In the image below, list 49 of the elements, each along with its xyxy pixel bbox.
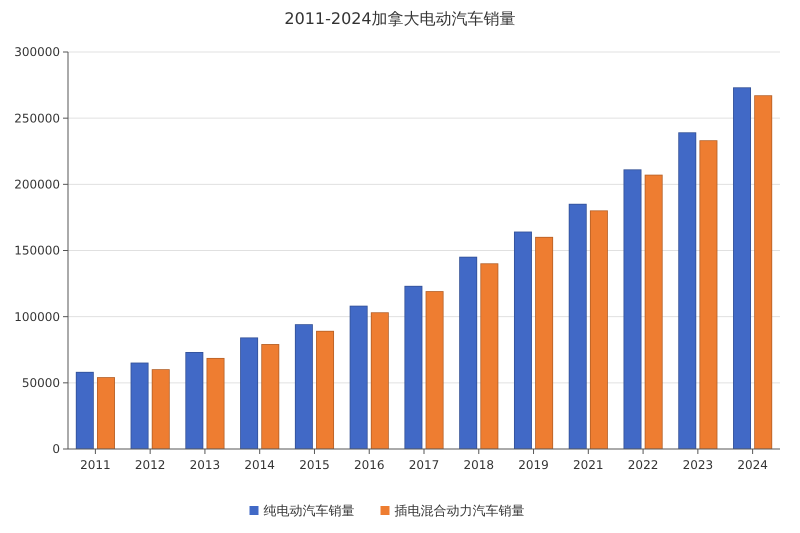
- x-tick-label: 2017: [408, 458, 440, 472]
- x-tick-label: 2015: [299, 458, 330, 472]
- x-tick-label: 2014: [244, 458, 275, 472]
- x-tick-label: 2021: [573, 458, 604, 472]
- bar: [480, 263, 498, 450]
- x-tick-label: 2022: [628, 458, 658, 472]
- bar: [699, 140, 718, 450]
- bar: [535, 236, 554, 450]
- bar: [206, 358, 224, 450]
- bar: [76, 372, 94, 450]
- bar: [240, 337, 258, 450]
- bar: [624, 169, 642, 450]
- bar: [185, 352, 204, 450]
- y-tick-label: 100000: [14, 310, 60, 324]
- bar: [294, 324, 313, 450]
- x-tick-label: 2019: [518, 458, 549, 472]
- bar: [96, 377, 115, 450]
- bar: [644, 174, 663, 450]
- legend-label: 纯电动汽车销量: [264, 504, 354, 519]
- chart-title: 2011-2024加拿大电动汽车销量: [284, 9, 516, 28]
- bar: [316, 330, 334, 450]
- y-tick-label: 250000: [14, 111, 60, 126]
- x-tick-label: 2011: [80, 458, 111, 472]
- legend-label: 插电混合动力汽车销量: [394, 504, 524, 519]
- bar: [568, 204, 587, 450]
- x-tick-label: 2018: [463, 458, 494, 472]
- y-tick-label: 300000: [14, 45, 60, 60]
- x-tick-label: 2023: [682, 458, 714, 472]
- y-tick-label: 50000: [22, 376, 60, 390]
- bar: [590, 210, 608, 450]
- bar: [754, 95, 772, 450]
- bar: [459, 256, 478, 450]
- y-tick-label: 200000: [14, 178, 60, 192]
- x-tick-label: 2012: [134, 458, 166, 472]
- bar: [678, 132, 696, 450]
- bar: [370, 312, 389, 450]
- bar: [733, 87, 752, 450]
- x-tick-label: 2013: [190, 458, 220, 472]
- x-tick-label: 2016: [354, 458, 385, 472]
- y-tick-label: 0: [52, 442, 60, 456]
- y-tick-label: 150000: [14, 244, 60, 258]
- bar: [261, 344, 280, 450]
- bar: [350, 306, 368, 450]
- bar: [130, 362, 149, 450]
- x-tick-label: 2024: [737, 458, 768, 472]
- bar: [404, 286, 422, 450]
- bar: [152, 369, 170, 450]
- bar: [514, 232, 532, 450]
- bar: [426, 291, 444, 450]
